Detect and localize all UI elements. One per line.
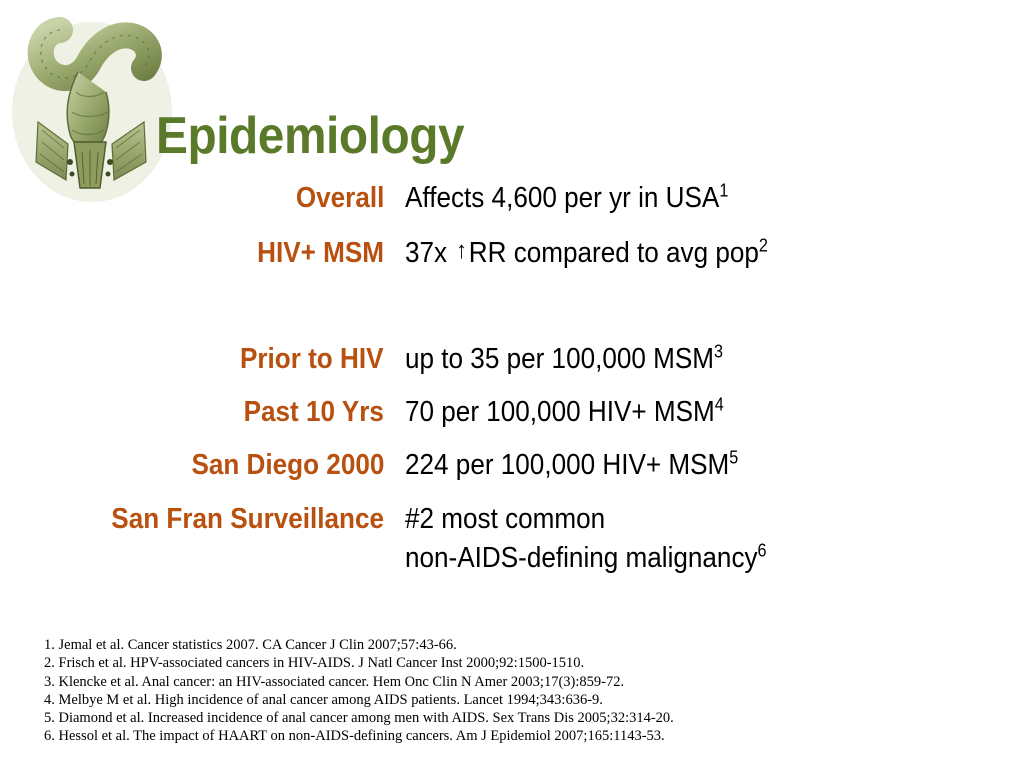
row-label: Prior to HIV [240, 343, 384, 375]
anatomical-colon-rectum-illustration [12, 17, 172, 202]
row-value: 70 per 100,000 HIV+ MSM4 [405, 394, 724, 428]
epi-row-overall: Overall Affects 4,600 per yr in USA1 [0, 180, 1024, 222]
row-value: Affects 4,600 per yr in USA1 [405, 180, 729, 214]
row-label: HIV+ MSM [257, 237, 384, 269]
row-value: up to 35 per 100,000 MSM3 [405, 341, 724, 375]
reference-item: 3. Klencke et al. Anal cancer: an HIV-as… [44, 673, 625, 690]
row-value: #2 most common non-AIDS-defining malignan… [405, 503, 767, 574]
epi-row-prior-to-hiv: Prior to HIV up to 35 per 100,000 MSM3 [0, 341, 1024, 383]
epi-row-san-diego-2000: San Diego 2000 224 per 100,000 HIV+ MSM5 [0, 447, 1024, 489]
up-arrow-icon: ↑ [456, 237, 467, 264]
slide-title: Epidemiology [156, 107, 465, 165]
row-label: San Diego 2000 [191, 449, 384, 481]
row-value: 37x ↑RR compared to avg pop2 [405, 235, 768, 269]
reference-item: 4. Melbye M et al. High incidence of ana… [44, 691, 603, 708]
reference-item: 1. Jemal et al. Cancer statistics 2007. … [44, 637, 457, 653]
row-label: Overall [295, 182, 384, 214]
reference-item: 2. Frisch et al. HPV-associated cancers … [44, 655, 585, 672]
row-label: Past 10 Yrs [243, 396, 384, 428]
epi-row-past-10-yrs: Past 10 Yrs 70 per 100,000 HIV+ MSM4 [0, 394, 1024, 436]
reference-item: 5. Diamond et al. Increased incidence of… [44, 710, 674, 727]
row-label: San Fran Surveillance [111, 503, 384, 535]
row-value: 224 per 100,000 HIV+ MSM5 [405, 447, 739, 481]
references: 1. Jemal et al. Cancer statistics 2007. … [44, 636, 674, 746]
epi-row-hiv-msm: HIV+ MSM 37x ↑RR compared to avg pop2 [0, 235, 1024, 277]
epi-row-san-fran-surveillance: San Fran Surveillance #2 most common non-… [0, 503, 1024, 583]
reference-item: 6. Hessol et al. The impact of HAART on … [44, 728, 665, 745]
